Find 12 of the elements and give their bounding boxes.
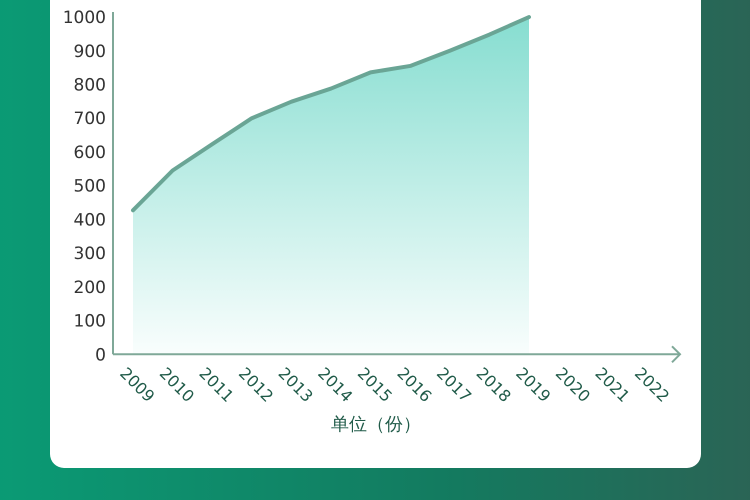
y-tick-label: 800 bbox=[74, 76, 106, 96]
y-tick-label: 700 bbox=[74, 109, 106, 130]
y-tick-label: 1000 bbox=[62, 8, 106, 28]
y-tick-label: 300 bbox=[74, 244, 106, 264]
y-tick-label: 600 bbox=[74, 142, 106, 163]
y-tick-label: 100 bbox=[74, 312, 106, 332]
y-tick-label: 400 bbox=[74, 210, 106, 230]
y-tick-label: 500 bbox=[74, 176, 106, 197]
y-tick-label: 900 bbox=[74, 42, 106, 62]
x-axis-title: 单位（份） bbox=[331, 414, 421, 435]
y-tick-label: 0 bbox=[95, 345, 106, 366]
y-tick-label: 200 bbox=[74, 278, 106, 298]
